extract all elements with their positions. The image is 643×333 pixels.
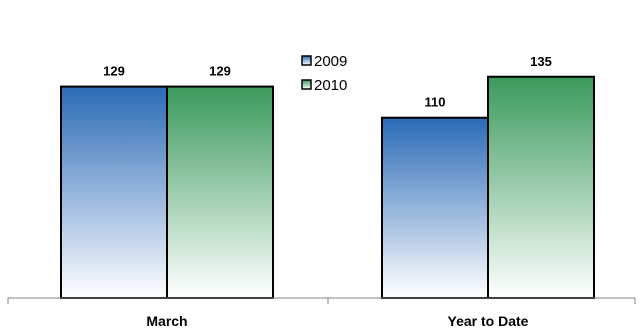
value-label: 129 — [209, 64, 231, 79]
category-label: March — [146, 313, 187, 329]
category-label: Year to Date — [448, 313, 529, 329]
bars-group — [60, 75, 595, 300]
value-label: 135 — [530, 54, 552, 69]
value-label: 110 — [425, 95, 446, 110]
bar-2010-year-to-date — [487, 75, 595, 299]
value-labels-group: 129 129 110 135 — [103, 54, 552, 110]
legend-swatch-2009 — [301, 55, 312, 66]
category-labels-group: March Year to Date — [146, 313, 528, 329]
bar-2009-march — [60, 85, 168, 300]
legend: 2009 2010 — [301, 53, 347, 94]
legend-swatch-2010 — [301, 79, 312, 90]
bar-2010-march — [166, 85, 274, 300]
value-label: 129 — [103, 64, 125, 79]
legend-label-2010: 2010 — [314, 77, 347, 94]
bar-2009-year-to-date — [381, 116, 489, 299]
legend-label-2009: 2009 — [314, 53, 347, 70]
x-ticks-group — [7, 298, 636, 304]
